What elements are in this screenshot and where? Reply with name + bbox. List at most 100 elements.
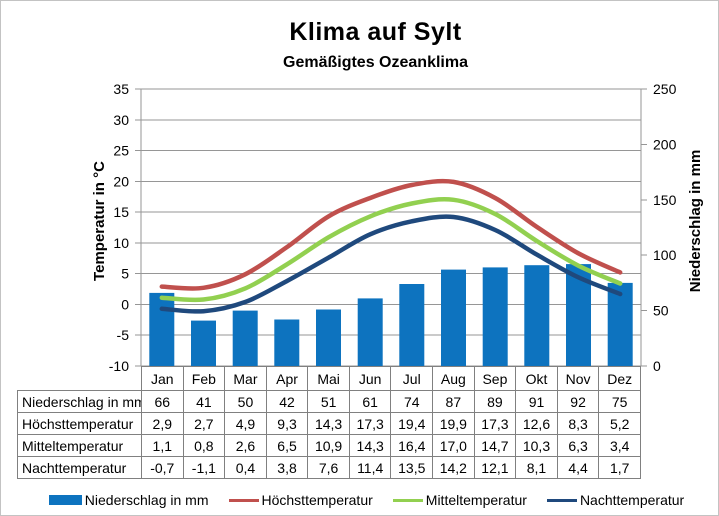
line-mitteltemperatur (159, 197, 623, 303)
table-cell: 74 (390, 390, 434, 413)
chart-title: Klima auf Sylt (289, 18, 462, 46)
table-cell: 19,9 (432, 412, 475, 435)
table-cell: 14,3 (348, 434, 392, 457)
legend-label: Niederschlag in mm (84, 492, 209, 508)
legend-label: Höchsttemperatur (261, 492, 373, 508)
month-header-apr: Apr (265, 366, 309, 391)
table-cell: 4,9 (224, 412, 267, 435)
y-axis-tick-label: 35 (113, 81, 129, 97)
table-row-niederschlag-in-mm: Niederschlag in mm 66 41 50 42 51 61 74 87 89 91 92… (17, 390, 641, 413)
y2-axis-tick-label: 50 (653, 303, 669, 319)
table-row-mitteltemperatur: Mitteltemperatur 1,1 0,8 2,6 6,5 10,9 14,3 16,4… (17, 434, 641, 457)
table-row-h-chsttemperatur: Höchsttemperatur 2,9 2,7 4,9 9,3 14,3 17,3 19,4… (17, 412, 641, 435)
table-cell: 91 (515, 390, 558, 413)
precip-bar (482, 267, 508, 366)
precip-bar (316, 309, 341, 366)
row-label: Mitteltemperatur (17, 434, 142, 457)
table-cell: 3,8 (265, 456, 309, 479)
table-cell: 9,3 (265, 412, 309, 435)
table-cell: 0,4 (224, 456, 267, 479)
table-row-nachttemperatur: Nachttemperatur -0,7 -1,1 0,4 3,8 7,6 11,4 13,5… (17, 456, 641, 479)
table-cell: -0,7 (141, 456, 184, 479)
table-cell: 50 (224, 390, 267, 413)
legend-line-swatch-icon (546, 498, 577, 502)
legend-item-h-chsttemperatur: Höchsttemperatur (228, 492, 373, 508)
table-body: Niederschlag in mm 66 41 50 42 51 61 74 87 89 91 92… (17, 390, 641, 479)
precip-bar (149, 292, 175, 366)
legend-label: Mitteltemperatur (425, 492, 527, 508)
table-cell: 10,3 (515, 434, 558, 457)
table-cell: 19,4 (390, 412, 434, 435)
line-nachttemperatur (159, 214, 623, 314)
y-axis-tick-label: 0 (121, 296, 129, 312)
month-header-feb: Feb (182, 366, 226, 391)
table-cell: 0,8 (182, 434, 226, 457)
legend-label: Nachttemperatur (579, 492, 685, 508)
precip-bar (274, 319, 300, 366)
precip-bar (191, 320, 216, 366)
right-axis-title: Niederschlag in mm (687, 150, 704, 293)
table-cell: 10,9 (307, 434, 350, 457)
legend-line-swatch-icon (392, 498, 423, 502)
table-cell: 4,4 (556, 456, 600, 479)
table-cell: 6,3 (556, 434, 600, 457)
table-cell: 92 (556, 390, 600, 413)
chart-subtitle: Gemäßigtes Ozeanklima (283, 54, 468, 71)
table-cell: 66 (141, 390, 184, 413)
month-header-nov: Nov (556, 366, 600, 391)
month-header-jul: Jul (390, 366, 434, 391)
table-cell: 2,9 (141, 412, 184, 435)
table-cell: 8,1 (515, 456, 558, 479)
table-cell: 16,4 (390, 434, 434, 457)
month-header-dez: Dez (598, 366, 641, 391)
legend-line-swatch-icon (228, 498, 259, 502)
y2-axis-tick-label: 150 (653, 192, 677, 208)
precip-bar (607, 282, 633, 366)
table-cell: 14,7 (473, 434, 517, 457)
month-header-okt: Okt (515, 366, 558, 391)
y2-axis-tick-label: 250 (653, 81, 677, 97)
table-corner-cell (18, 367, 142, 391)
table-cell: 13,5 (390, 456, 434, 479)
table-cell: 11,4 (348, 456, 392, 479)
month-header-aug: Aug (432, 366, 475, 391)
precip-bar (232, 310, 258, 366)
table-cell: 51 (307, 390, 350, 413)
row-label: Niederschlag in mm (17, 390, 142, 413)
month-header-mai: Mai (307, 366, 350, 391)
y-axis-tick-label: 15 (113, 204, 129, 220)
y-axis-tick-label: 25 (113, 143, 129, 159)
table-cell: 3,4 (598, 434, 641, 457)
precip-bar (524, 265, 550, 366)
table-cell: 17,3 (473, 412, 517, 435)
line-h-chsttemperatur (159, 178, 623, 291)
table-cell: 89 (473, 390, 517, 413)
table-cell: 2,6 (224, 434, 267, 457)
y-axis-tick-label: -5 (117, 327, 130, 343)
table-cell: 5,2 (598, 412, 641, 435)
table-cell: 6,5 (265, 434, 309, 457)
table-cell: 12,6 (515, 412, 558, 435)
table-cell: 17,0 (432, 434, 475, 457)
table-cell: 8,3 (556, 412, 600, 435)
table-cell: 12,1 (473, 456, 517, 479)
y-axis-tick-label: 5 (121, 266, 129, 282)
precip-bar (441, 269, 466, 366)
month-header-sep: Sep (473, 366, 517, 391)
y2-axis-tick-label: 0 (653, 358, 661, 374)
legend-item-niederschlag-in-mm: Niederschlag in mm (48, 492, 209, 508)
chart-legend: Niederschlag in mm Höchsttemperatur Mittel… (15, 488, 718, 512)
y-axis-tick-label: -10 (109, 358, 129, 374)
table-cell: 87 (432, 390, 475, 413)
month-header-row: Jan Feb Mar Apr Mai Jun Jul Aug Sep Okt Nov Dez (18, 366, 641, 391)
table-cell: 1,7 (598, 456, 641, 479)
table-cell: 42 (265, 390, 309, 413)
table-cell: 14,2 (432, 456, 475, 479)
precip-bar (357, 298, 383, 366)
y2-axis-tick-label: 100 (653, 247, 677, 263)
table-cell: 17,3 (348, 412, 392, 435)
table-cell: -1,1 (182, 456, 226, 479)
table-cell: 7,6 (307, 456, 350, 479)
